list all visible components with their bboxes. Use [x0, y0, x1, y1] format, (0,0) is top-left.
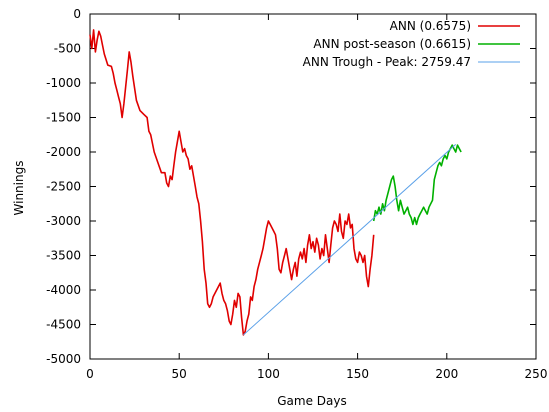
x-tick-label: 50 [172, 367, 187, 381]
x-tick-label: 0 [86, 367, 94, 381]
x-tick-label: 250 [525, 367, 548, 381]
y-tick-label: -3500 [46, 249, 81, 263]
legend: ANN (0.6575) ANN post-season (0.6615) ANN … [303, 19, 520, 69]
series-line-3 [243, 144, 457, 336]
y-tick-label: -3000 [46, 214, 81, 228]
y-tick-label: -4000 [46, 283, 81, 297]
y-tick-label: -5000 [46, 352, 81, 366]
series-layer [89, 29, 462, 336]
x-tick-label: 150 [346, 367, 369, 381]
legend-label-1: ANN (0.6575) [390, 19, 471, 33]
y-tick-label: 0 [73, 7, 81, 21]
y-tick-label: -2000 [46, 145, 81, 159]
x-axis-title: Game Days [277, 394, 347, 408]
legend-label-2: ANN post-season (0.6615) [313, 37, 471, 51]
y-tick-label: -500 [54, 42, 81, 56]
y-tick-label: -4500 [46, 318, 81, 332]
y-tick-label: -1000 [46, 76, 81, 90]
series-line-2 [372, 144, 462, 226]
y-tick-label: -2500 [46, 180, 81, 194]
x-tick-label: 200 [435, 367, 458, 381]
y-tick-label: -1500 [46, 111, 81, 125]
legend-label-3: ANN Trough - Peak: 2759.47 [303, 55, 471, 69]
x-tick-label: 100 [257, 367, 280, 381]
axes: 0 50 100 150 200 250 0 -500 -1000 -1500 -2000 -2500… [46, 7, 547, 381]
y-axis-title: Winnings [12, 161, 26, 216]
series-line-1 [89, 29, 375, 336]
